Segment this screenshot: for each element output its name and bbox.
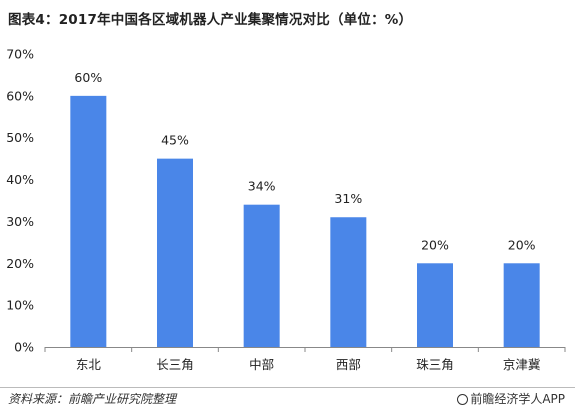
y-tick-label: 30% xyxy=(6,214,34,229)
y-tick-label: 60% xyxy=(6,88,34,103)
brand-label: 前瞻经济学人APP xyxy=(470,392,565,406)
bar-value-label: 34% xyxy=(248,179,276,194)
x-tick-label: 珠三角 xyxy=(416,357,454,372)
data-labels: 60% 45% 34% 31% 20% 20% xyxy=(74,70,535,252)
x-tick-label: 西部 xyxy=(336,357,361,372)
bar xyxy=(417,263,453,347)
x-tick-label: 中部 xyxy=(249,357,274,372)
bar-value-label: 20% xyxy=(421,237,449,252)
x-tick-label: 长三角 xyxy=(156,357,194,372)
bar xyxy=(503,263,540,347)
brand-logo-icon xyxy=(457,394,469,405)
bar xyxy=(330,217,367,347)
x-tick-label: 东北 xyxy=(76,357,102,372)
x-tick-label: 京津冀 xyxy=(503,357,541,372)
brand: 前瞻经济学人APP xyxy=(457,390,565,407)
bars xyxy=(70,95,540,347)
bar-value-label: 60% xyxy=(74,70,102,85)
bar xyxy=(157,158,193,347)
bar-value-label: 45% xyxy=(161,133,189,148)
y-axis-ticks: 0% 10% 20% 30% 40% 50% 60% 70% xyxy=(6,47,34,355)
source-text: 资料来源：前瞻产业研究院整理 xyxy=(8,392,177,406)
y-tick-label: 40% xyxy=(6,172,34,187)
bar-chart: 0% 10% 20% 30% 40% 50% 60% 70% 60% 45% 34% 31% 20% 2… xyxy=(6,47,566,372)
bar-value-label: 20% xyxy=(508,237,536,252)
y-tick-label: 70% xyxy=(6,47,34,62)
footer: 资料来源：前瞻产业研究院整理 前瞻经济学人APP xyxy=(0,387,575,410)
y-tick-label: 50% xyxy=(6,130,34,145)
x-axis-labels: 东北 长三角 中部 西部 珠三角 京津冀 xyxy=(44,347,566,372)
bar xyxy=(70,95,107,347)
bar xyxy=(243,204,280,347)
y-tick-label: 10% xyxy=(6,298,34,313)
bar-value-label: 31% xyxy=(334,191,362,206)
y-tick-label: 0% xyxy=(14,340,34,355)
chart-title: 图表4：2017年中国各区域机器人产业集聚情况对比（单位：%） xyxy=(8,12,413,28)
y-tick-label: 20% xyxy=(6,256,34,271)
